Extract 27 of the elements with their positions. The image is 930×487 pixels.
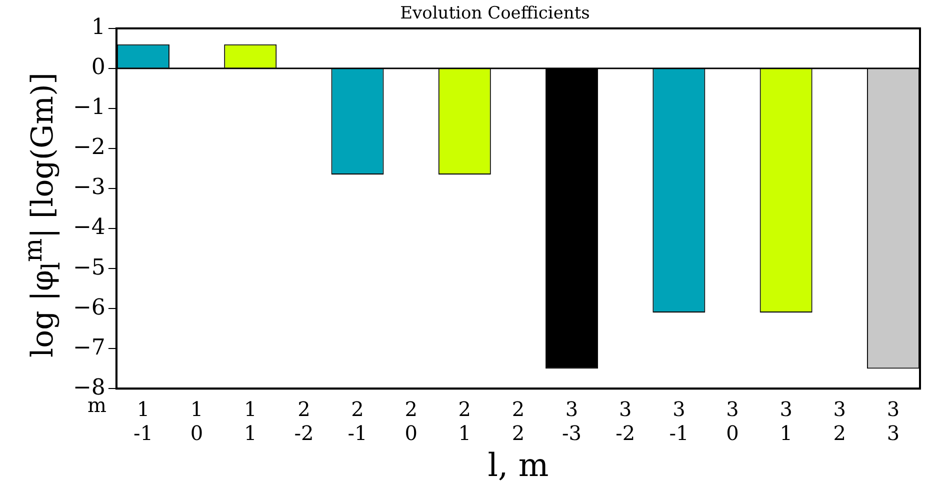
y-tick-label: −2 [72,135,106,160]
y-tick-label: −3 [72,175,106,200]
x-tick-label: 2 2 [512,396,525,445]
y-tick-label: −5 [72,255,106,280]
x-tick-label: 3 -1 [669,396,689,445]
y-tick-label: −6 [72,295,106,320]
y-tick-label: −4 [72,215,106,240]
x-tick-label: 3 1 [780,396,792,445]
x-tick-label: 2 1 [458,396,472,445]
chart-title: Evolution Coefficients [400,4,590,24]
x-tick-label: 2 0 [404,396,418,445]
x-tick-label: 3 -2 [616,396,636,445]
y-tick-label: −8 [72,375,106,400]
x-tick-label: 1 0 [190,396,204,445]
x-tick-label: 2 -2 [294,396,314,445]
x-tick-label: 3 0 [726,396,739,445]
x-tick-label: 2 -1 [348,396,368,445]
x-tick-label: 1 -1 [133,396,153,445]
y-tick-label: −1 [72,95,106,120]
x-tick-label: 3 -3 [562,396,582,445]
x-tick-label: 1 1 [244,396,257,445]
y-tick-label: 0 [91,55,106,80]
x-tick-label: 3 2 [833,396,846,445]
x-tick-label: 3 3 [886,396,900,445]
y-tick-label: 1 [91,15,106,40]
x-axis-title: l, m [488,446,549,484]
y-tick-label: −7 [72,335,106,360]
